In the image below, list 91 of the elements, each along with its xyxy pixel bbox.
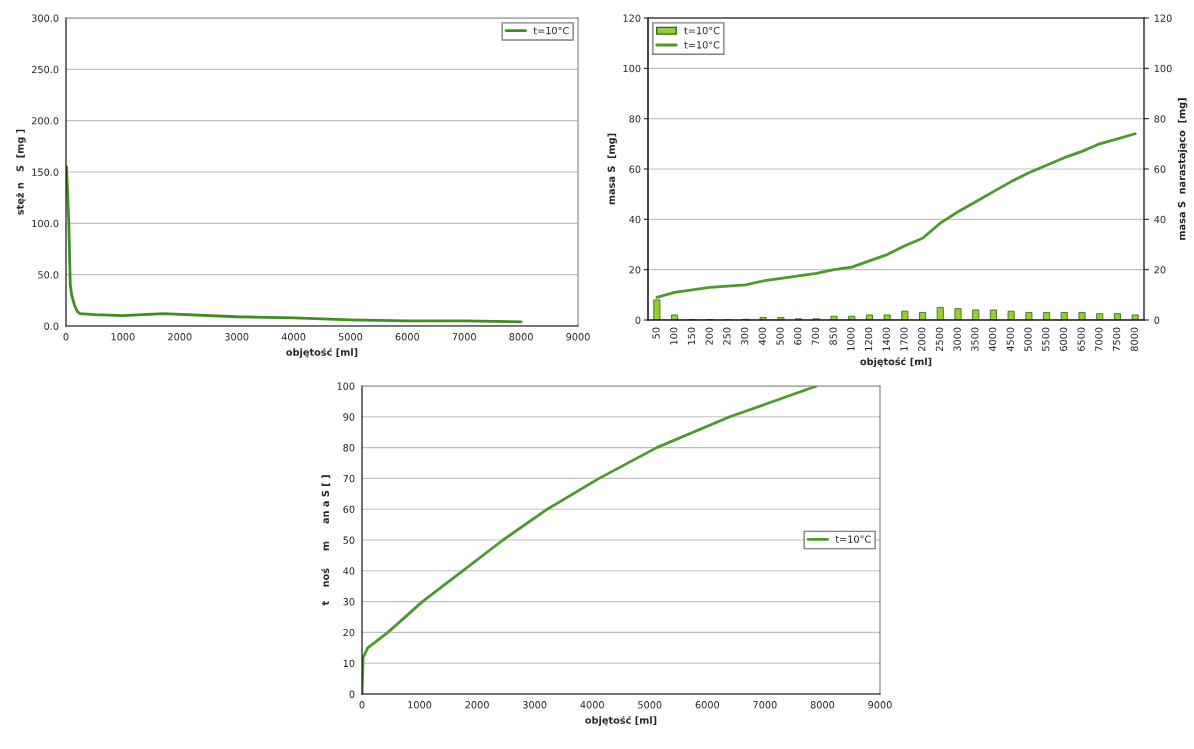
x-tick-label: 1000 <box>847 327 855 351</box>
y2-tick-label: 60 <box>1154 165 1166 173</box>
x-tick-label: 2000 <box>918 327 926 351</box>
x-tick-label: 6500 <box>1077 327 1085 352</box>
x-tick-label: 4000 <box>281 333 306 341</box>
y-tick-label: 10 <box>343 659 355 668</box>
x-tick-label: 6000 <box>695 701 720 709</box>
y-tick-label: 150.0 <box>32 168 59 176</box>
x-tick-label: 8000 <box>1130 327 1138 352</box>
x-tick-label: 3000 <box>225 333 249 341</box>
y-tick-label: 60 <box>343 505 355 514</box>
x-tick-label: 400 <box>758 327 766 346</box>
x-tick-label: 500 <box>776 327 784 345</box>
y-tick-label: 100 <box>623 64 641 73</box>
y-axis-title: masa S [mg] <box>607 133 617 205</box>
y-tick-label: 70 <box>343 474 355 483</box>
x-tick-label: 8000 <box>810 701 835 709</box>
x-tick-label: 9000 <box>566 333 590 341</box>
x-tick-label: 3000 <box>953 327 961 351</box>
x-tick-label: 2500 <box>935 327 944 351</box>
x-tick-label: 4000 <box>580 701 604 709</box>
y-tick-label: 0 <box>349 690 355 698</box>
y-tick-label: 0.0 <box>44 322 59 330</box>
y-tick-label: 20 <box>629 266 641 274</box>
y-tick-label: 200.0 <box>31 117 59 125</box>
x-tick-label: 600 <box>794 327 802 345</box>
y-axis-title: t noś m an a S [ ] <box>321 475 331 606</box>
x-tick-label: 850 <box>829 327 837 345</box>
y-tick-label: 120 <box>623 14 641 22</box>
y-tick-label: 250.0 <box>31 65 59 74</box>
x-tick-label: 6000 <box>395 333 420 341</box>
x-tick-label: 250 <box>723 327 731 345</box>
x-tick-label: 1200 <box>864 327 873 351</box>
x-tick-label: 5000 <box>638 701 662 709</box>
x-tick-label: 200 <box>705 327 713 345</box>
y-tick-label: 50 <box>343 536 355 544</box>
x-axis-title: objętość [ml] <box>585 715 657 726</box>
y-tick-label: 40 <box>629 215 641 224</box>
y2-tick-label: 120 <box>1154 14 1172 22</box>
y-tick-label: 20 <box>343 628 355 637</box>
x-tick-label: 50 <box>652 327 660 339</box>
x-tick-label: 3500 <box>971 327 979 351</box>
x-tick-label: 4000 <box>988 327 997 352</box>
y-tick-label: 80 <box>343 444 355 452</box>
legend-label: t=10°C <box>533 26 569 35</box>
y2-tick-label: 80 <box>1154 115 1166 123</box>
x-tick-label: 0 <box>359 701 365 709</box>
x-tick-label: 1400 <box>882 327 890 351</box>
x-tick-label: 100 <box>670 327 678 345</box>
x-tick-label: 5000 <box>338 333 363 341</box>
x-tick-label: 3000 <box>523 701 547 709</box>
y2-tick-label: 0 <box>1154 316 1160 324</box>
y2-tick-label: 20 <box>1154 266 1166 274</box>
x-axis-title: objętość [ml] <box>860 357 932 368</box>
x-tick-label: 2000 <box>465 701 489 709</box>
x-tick-label: 7000 <box>1095 327 1103 351</box>
y-axis-title: stęż n S [mg ] <box>16 129 26 215</box>
x-tick-label: 6000 <box>1059 327 1068 352</box>
y-tick-label: 0 <box>635 316 641 324</box>
y2-axis-title: masa S narastająco [mg] <box>1177 98 1188 240</box>
y-tick-label: 90 <box>343 413 355 421</box>
x-tick-label: 7000 <box>452 333 476 341</box>
y2-tick-label: 40 <box>1154 215 1166 224</box>
x-tick-label: 9000 <box>868 701 892 709</box>
y-tick-label: 100 <box>337 382 355 390</box>
x-tick-label: 7500 <box>1112 327 1121 351</box>
y-tick-label: 300.0 <box>31 14 59 22</box>
legend-label: t=10°C <box>684 26 720 35</box>
x-tick-label: 1000 <box>111 333 135 341</box>
x-tick-label: 5000 <box>1024 327 1032 351</box>
legend-label: t=10°C <box>684 41 720 49</box>
x-tick-label: 150 <box>687 327 696 345</box>
x-tick-label: 8000 <box>509 333 533 341</box>
x-tick-label: 5500 <box>1042 327 1050 351</box>
y2-tick-label: 100 <box>1154 64 1172 73</box>
x-tick-label: 2000 <box>168 333 192 341</box>
x-axis-title: objętość [ml] <box>286 347 358 358</box>
x-tick-label: 0 <box>63 333 69 341</box>
x-tick-label: 7000 <box>753 701 777 709</box>
y-tick-label: 100.0 <box>32 219 59 228</box>
y-tick-label: 60 <box>629 165 641 173</box>
x-tick-label: 1000 <box>408 701 432 709</box>
x-tick-label: 1700 <box>900 327 908 351</box>
x-tick-label: 4500 <box>1006 327 1014 352</box>
y-tick-label: 80 <box>629 115 641 123</box>
y-tick-label: 30 <box>343 598 355 606</box>
x-tick-label: 700 <box>811 327 820 345</box>
y-tick-label: 40 <box>343 567 355 575</box>
x-tick-label: 300 <box>740 327 749 345</box>
legend-label: t=10°C <box>835 535 871 543</box>
y-tick-label: 50.0 <box>38 271 59 279</box>
